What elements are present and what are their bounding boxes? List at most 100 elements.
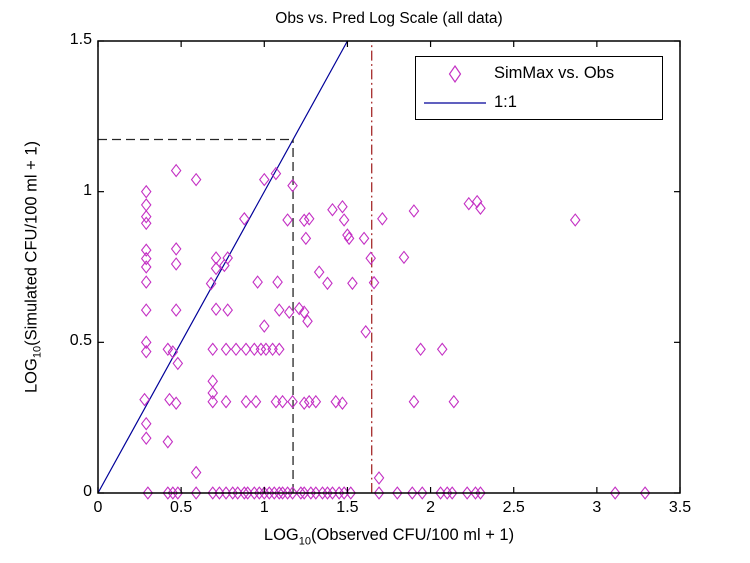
data-point-diamond: [207, 342, 219, 357]
x-axis-label: LOG10(Observed CFU/100 ml + 1): [264, 526, 514, 547]
x-tick-label: 0: [93, 499, 103, 516]
data-point-diamond: [448, 394, 460, 409]
data-point-diamond: [470, 486, 481, 500]
data-point-diamond: [358, 231, 370, 246]
data-point-diamond: [167, 486, 179, 500]
data-point-diamond: [167, 345, 179, 359]
data-point-diamond: [298, 396, 310, 410]
data-point-diamond: [140, 184, 152, 199]
data-point-diamond: [170, 257, 182, 271]
data-point-diamond: [277, 394, 288, 409]
axes-box: [97, 40, 681, 494]
data-point-diamond: [338, 213, 350, 227]
x-tick-label: 2: [426, 499, 436, 516]
data-point-diamond: [441, 486, 453, 500]
data-point-diamond: [471, 194, 483, 209]
data-point-diamond: [277, 486, 288, 500]
data-point-diamond: [639, 486, 651, 500]
data-point-diamond: [310, 394, 322, 409]
y-tick-label: 1: [83, 181, 92, 199]
x-tick-label: 3.5: [668, 499, 692, 516]
legend-line-icon: [416, 98, 494, 108]
data-point-diamond: [219, 258, 230, 273]
data-point-diamond: [162, 434, 174, 449]
data-point-diamond: [140, 416, 152, 431]
data-point-diamond: [240, 394, 252, 409]
data-point-diamond: [255, 342, 267, 357]
data-point-diamond: [475, 201, 486, 216]
data-point-diamond: [475, 486, 486, 500]
data-point-diamond: [298, 305, 310, 319]
data-point-diamond: [190, 172, 202, 187]
data-point-diamond: [140, 260, 152, 274]
data-point-diamond: [239, 486, 250, 500]
data-point-diamond: [360, 324, 372, 339]
y-tick-label: 1.5: [69, 31, 92, 48]
data-point-diamond: [172, 356, 184, 371]
data-point-diamond: [140, 335, 152, 350]
data-point-diamond: [392, 486, 403, 500]
data-point-diamond: [317, 486, 328, 500]
x-tick-label: 1.5: [336, 499, 359, 516]
data-point-diamond: [170, 163, 182, 178]
data-point-diamond: [140, 431, 152, 445]
data-point-diamond: [436, 342, 448, 357]
data-point-diamond: [342, 228, 353, 242]
y-tick-label: 0: [83, 483, 92, 500]
data-point-diamond: [210, 261, 222, 276]
data-point-diamond: [461, 486, 473, 500]
x-tick-label: 0.5: [170, 499, 193, 516]
data-point-diamond: [446, 486, 458, 500]
legend-label-1to1: 1:1: [494, 93, 517, 111]
x-axis-label-rest: (Observed CFU/100 ml + 1): [311, 526, 515, 544]
data-point-diamond: [253, 486, 265, 500]
data-point-diamond: [250, 394, 262, 409]
data-point-diamond: [373, 471, 385, 485]
y-tick-label: 0.5: [69, 332, 92, 350]
data-point-diamond: [140, 209, 152, 224]
data-point-diamond: [282, 486, 293, 500]
data-point-diamond: [343, 231, 355, 246]
data-point-diamond: [267, 342, 278, 357]
data-point-diamond: [322, 486, 333, 500]
data-point-diamond: [162, 342, 174, 357]
data-point-diamond: [287, 394, 298, 409]
legend-item-simmax: SimMax vs. Obs: [416, 59, 662, 88]
data-point-diamond: [227, 486, 238, 500]
data-point-diamond: [408, 204, 420, 218]
data-point-diamond: [303, 211, 315, 226]
data-point-diamond: [303, 394, 315, 409]
data-point-diamond: [406, 486, 418, 500]
data-point-diamond: [365, 251, 377, 266]
data-point-diamond: [207, 374, 219, 388]
x-tick-label: 2.5: [502, 499, 525, 516]
data-point-diamond: [415, 342, 426, 357]
x-tick-label: 1: [259, 499, 269, 516]
data-point-diamond: [268, 486, 280, 500]
data-point-diamond: [240, 342, 252, 357]
data-point-diamond: [258, 319, 270, 333]
data-point-diamond: [333, 486, 345, 500]
data-point-diamond: [300, 231, 312, 246]
data-point-diamond: [273, 342, 285, 357]
data-point-diamond: [210, 251, 222, 265]
data-point-diamond: [170, 242, 182, 256]
data-point-diamond: [398, 250, 410, 265]
data-point-diamond: [273, 486, 285, 500]
data-point-diamond: [337, 396, 348, 410]
data-point-diamond: [373, 486, 385, 500]
data-point-diamond: [140, 344, 152, 359]
data-point-diamond: [463, 196, 475, 211]
data-point-diamond: [282, 213, 293, 227]
data-point-diamond: [609, 486, 621, 500]
reference-line-1:1: [97, 40, 348, 494]
data-point-diamond: [220, 394, 232, 409]
data-point-diamond: [249, 486, 260, 500]
y-axis-label-rest: (Simulated CFU/100 ml + 1): [22, 140, 41, 346]
x-tick-label: 3: [592, 499, 602, 516]
data-point-diamond: [222, 303, 234, 317]
data-point-diamond: [239, 211, 250, 226]
data-point-diamond: [230, 342, 242, 357]
